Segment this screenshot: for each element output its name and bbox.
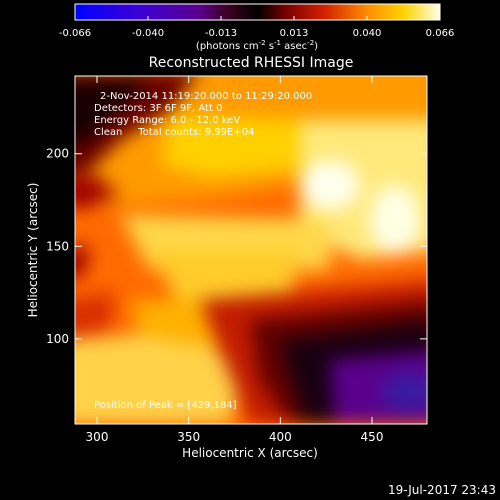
y-tick-label: 100 [46,332,69,346]
y-axis-label: Heliocentric Y (arcsec) [26,183,40,318]
x-tick-label: 450 [361,430,384,444]
timestamp: 19-Jul-2017 23:43 [388,483,496,497]
peak-position-label: Position of Peak = [429,184] [94,400,237,411]
x-axis: 300 350 400 450 [86,76,384,444]
y-axis: 100 150 200 [46,147,427,346]
annotation-energy-range: Energy Range: 6.0 - 12.0 keV [94,115,240,126]
annotation-clean-counts: Clean Total counts: 9.99E+04 [94,127,254,138]
colorbar-tick-label: 0.013 [280,28,309,39]
chart-title: Reconstructed RHESSI Image [149,55,354,71]
colorbar-unit-label: (photons cm-2 s-1 asec-2) [196,39,318,52]
colorbar-tick-label: -0.013 [205,28,237,39]
x-tick-label: 350 [177,430,200,444]
colorbar-ticks: -0.066 -0.040 -0.013 0.013 0.040 0.066 [59,16,454,39]
colorbar-tick-label: 0.040 [353,28,382,39]
colorbar-tick-label: 0.066 [426,28,455,39]
x-tick-label: 400 [269,430,292,444]
x-tick-label: 300 [86,430,109,444]
colorbar-tick-label: -0.066 [59,28,91,39]
colorbar [74,3,441,21]
x-axis-label: Heliocentric X (arcsec) [182,446,318,460]
y-tick-label: 200 [46,147,69,161]
y-tick-label: 150 [46,239,69,253]
plot-frame [74,75,428,425]
heatmap-image [75,76,427,424]
annotation-time-range: 2-Nov-2014 11:19:20.000 to 11:29:20.000 [100,91,312,102]
annotation-detectors: Detectors: 3F 6F 9F, Att 0 [94,103,222,114]
colorbar-tick-label: -0.040 [132,28,164,39]
